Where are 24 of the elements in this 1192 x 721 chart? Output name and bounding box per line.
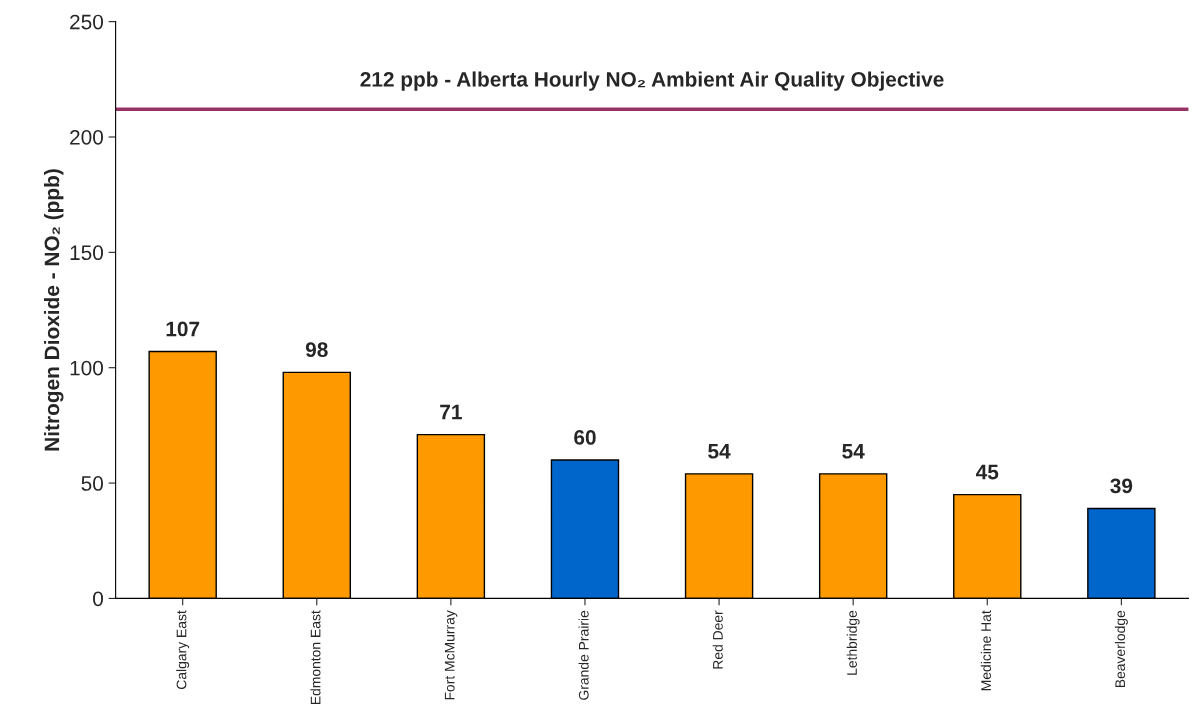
y-tick-label: 250	[70, 14, 104, 30]
data-label: 45	[976, 464, 999, 480]
x-tick-label: Medicine Hat	[980, 610, 991, 691]
x-tick-label: Beaverlodge	[1114, 610, 1128, 688]
data-label: 54	[842, 444, 865, 459]
y-tick-label: 200	[70, 129, 104, 145]
x-tick-label: Grande Prairie	[578, 610, 589, 700]
x-tick-label: Red Deer	[712, 610, 723, 669]
y-tick-label: 150	[70, 245, 104, 261]
y-tick-label: 50	[81, 476, 104, 491]
y-tick-label: 0	[93, 591, 103, 607]
y-tick-label: 100	[70, 360, 104, 376]
x-tick-label: Fort McMurray	[444, 610, 458, 700]
data-label: 39	[1110, 478, 1133, 494]
x-tick-label: Lethbridge	[846, 610, 860, 675]
y-axis-title: Nitrogen Dioxide - NO₂ (ppb)	[44, 169, 64, 451]
data-label: 98	[305, 342, 328, 358]
x-tick-label: Edmonton East	[310, 610, 321, 705]
data-label: 60	[574, 430, 596, 445]
ref-line-label: 212 ppb - Alberta Hourly NO₂ Ambient Air Quality Objective	[360, 71, 944, 91]
data-label: 71	[440, 404, 462, 420]
x-tick-label: Calgary East	[176, 610, 190, 690]
data-label: 54	[708, 444, 731, 459]
data-label: 107	[166, 321, 200, 337]
